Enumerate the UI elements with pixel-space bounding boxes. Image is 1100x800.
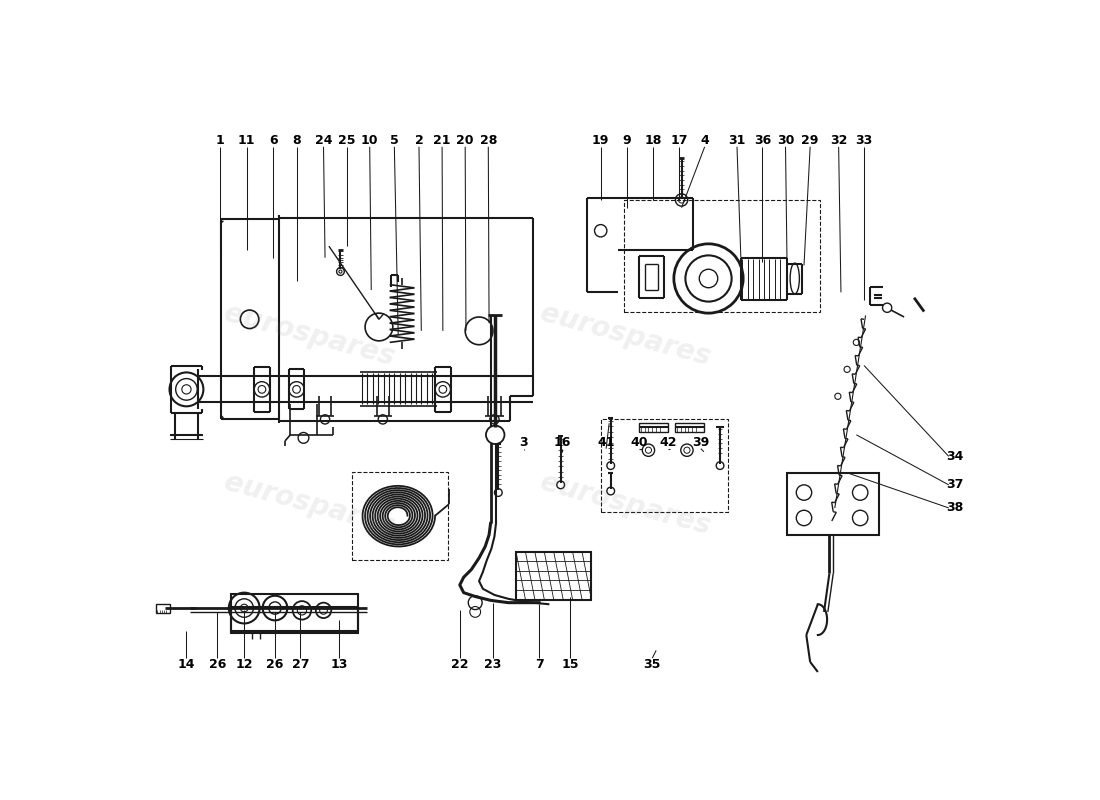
Text: eurospares: eurospares: [537, 468, 714, 540]
Bar: [231, 594, 359, 631]
Text: 21: 21: [433, 134, 451, 147]
Text: 20: 20: [456, 134, 474, 147]
Text: 25: 25: [338, 134, 355, 147]
Text: 29: 29: [802, 134, 818, 147]
Bar: [231, 606, 359, 634]
Text: 26: 26: [266, 658, 284, 670]
Text: 27: 27: [292, 658, 309, 670]
Text: 6: 6: [270, 134, 278, 147]
Text: 36: 36: [754, 134, 771, 147]
Bar: [352, 472, 449, 560]
Text: 33: 33: [856, 134, 872, 147]
Text: eurospares: eurospares: [221, 468, 398, 540]
Text: 23: 23: [484, 658, 502, 670]
Text: 26: 26: [209, 658, 226, 670]
Bar: [788, 474, 880, 535]
Bar: [624, 200, 821, 311]
Text: 13: 13: [330, 658, 348, 670]
Text: 16: 16: [553, 436, 571, 449]
Text: 24: 24: [315, 134, 332, 147]
Text: 11: 11: [238, 134, 255, 147]
Bar: [516, 552, 592, 599]
Text: 1: 1: [216, 134, 224, 147]
Text: 12: 12: [235, 658, 253, 670]
Text: 32: 32: [830, 134, 847, 147]
Text: eurospares: eurospares: [221, 298, 398, 371]
Text: 10: 10: [361, 134, 378, 147]
Text: 41: 41: [597, 436, 615, 449]
Text: 35: 35: [644, 658, 661, 670]
Bar: [156, 604, 169, 614]
Bar: [601, 419, 728, 512]
Text: 40: 40: [630, 436, 648, 449]
Text: 42: 42: [659, 436, 676, 449]
Text: 30: 30: [777, 134, 794, 147]
Text: 18: 18: [645, 134, 662, 147]
Text: 15: 15: [561, 658, 579, 670]
Text: 3: 3: [519, 436, 528, 449]
Bar: [639, 423, 668, 433]
Text: 28: 28: [480, 134, 497, 147]
Text: 14: 14: [178, 658, 195, 670]
Text: 39: 39: [692, 436, 710, 449]
Text: 7: 7: [535, 658, 543, 670]
Text: 17: 17: [671, 134, 688, 147]
Text: 31: 31: [728, 134, 746, 147]
Text: 8: 8: [293, 134, 301, 147]
Text: 34: 34: [946, 450, 964, 463]
Text: 4: 4: [701, 134, 710, 147]
Text: 22: 22: [451, 658, 469, 670]
Text: 19: 19: [592, 134, 609, 147]
Bar: [675, 423, 704, 433]
Text: 2: 2: [415, 134, 424, 147]
Text: 37: 37: [946, 478, 964, 491]
Text: 5: 5: [390, 134, 398, 147]
Text: 38: 38: [946, 502, 964, 514]
Text: eurospares: eurospares: [537, 298, 714, 371]
Text: 9: 9: [623, 134, 631, 147]
